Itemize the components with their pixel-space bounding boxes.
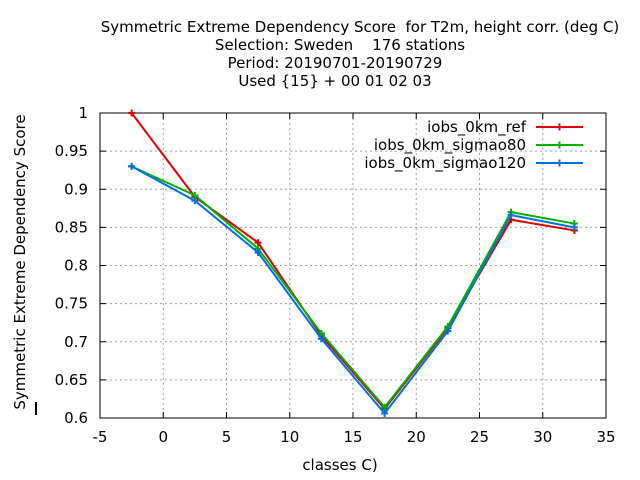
y-tick-label: 0.65 <box>55 371 88 389</box>
data-point <box>254 249 262 257</box>
x-tick-label: 0 <box>158 428 168 446</box>
series-line <box>131 165 575 409</box>
x-tick-label: 30 <box>533 428 552 446</box>
y-tick-label: 0.75 <box>55 295 88 313</box>
data-point <box>128 109 136 117</box>
data-point <box>381 403 389 411</box>
legend-label: iobs_0km_sigmao120 <box>364 154 526 173</box>
chart-title-line-4: Used {15} + 00 01 02 03 <box>238 72 432 90</box>
legend-marker <box>556 123 563 131</box>
y-tick-label: 0.95 <box>55 142 88 160</box>
chart-title-line-3: Period: 20190701-20190729 <box>227 54 443 72</box>
chart-title: Symmetric Extreme Dependency Score for T… <box>0 18 640 90</box>
series-line <box>131 165 575 416</box>
legend-marker <box>556 159 563 167</box>
chart-title-line-2: Selection: Sweden 176 stations <box>214 36 466 54</box>
y-tick-label: 0.7 <box>64 333 88 351</box>
x-tick-label: 25 <box>470 428 489 446</box>
chart-title-line-1: Symmetric Extreme Dependency Score for T… <box>100 18 620 36</box>
data-point <box>381 409 389 417</box>
legend-label: iobs_0km_ref <box>427 118 527 137</box>
legend-label: iobs_0km_sigmao80 <box>374 136 526 155</box>
y-axis-label: Symmetric Extreme Dependency Score <box>11 114 29 410</box>
y-tick-label: 0.8 <box>64 257 88 275</box>
data-point <box>507 211 515 219</box>
x-tick-label: 35 <box>596 428 615 446</box>
data-point <box>317 335 325 343</box>
data-point <box>444 327 452 335</box>
x-tick-label: 20 <box>407 428 426 446</box>
x-tick-label: 10 <box>280 428 299 446</box>
y-tick-label: 1 <box>78 104 88 122</box>
y-tick-label: 0.85 <box>55 218 88 236</box>
x-tick-label: 15 <box>343 428 362 446</box>
legend-marker <box>556 141 563 149</box>
x-tick-label: 5 <box>222 428 232 446</box>
data-point <box>254 239 262 247</box>
y-tick-label: 0.9 <box>64 180 88 198</box>
x-tick-label: -5 <box>93 428 108 446</box>
y-tick-label: 0.6 <box>64 409 88 427</box>
data-point <box>128 162 136 170</box>
data-point <box>191 197 199 205</box>
y-axis-label-marker <box>35 402 37 415</box>
x-axis-label: classes C) <box>302 456 378 474</box>
data-point <box>570 223 578 231</box>
